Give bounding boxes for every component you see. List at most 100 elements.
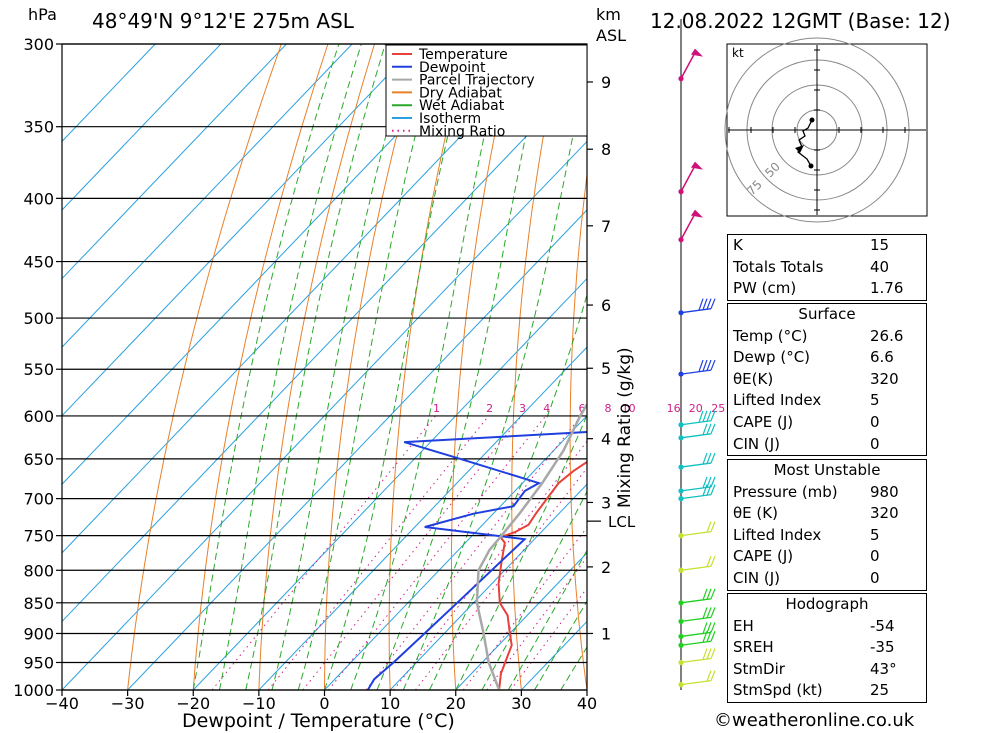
wind-barb [678, 631, 716, 648]
isotherm-line [62, 44, 222, 211]
wind-barb-feather [706, 484, 712, 496]
wind-barb-feather [706, 359, 712, 371]
mixing-ratio-line [393, 440, 587, 690]
wind-barb [678, 209, 703, 243]
mixing-ratio-axis-label: Mixing Ratio (g/kg) [615, 347, 635, 508]
dry-adiabat-line [192, 44, 329, 690]
legend-label: Dewpoint [419, 60, 486, 76]
wet-adiabat-line [219, 44, 362, 690]
legend-label: Isotherm [419, 111, 481, 127]
pressure-tick-label: 500 [23, 309, 54, 328]
wind-barb [678, 588, 716, 606]
wind-barb [678, 423, 716, 441]
wind-barb-staff [680, 640, 712, 646]
wind-barb-feather [706, 521, 712, 533]
wind-barb-feather [698, 298, 704, 311]
wind-barb [678, 161, 703, 195]
hodograph-point [809, 117, 815, 123]
wind-barb-feather [706, 298, 712, 310]
wind-barb [678, 484, 716, 502]
km-label: km [596, 5, 621, 24]
mixing-ratio-label: 25 [711, 402, 725, 415]
pressure-tick-label: 600 [23, 407, 54, 426]
wind-barb-feather [710, 359, 716, 371]
wind-barb-feather [710, 648, 716, 659]
surface-table: Surface Temp (°C) 26.6 Dewp (°C) 6.6 θE(K)… [727, 303, 927, 457]
wind-barb-dot [678, 659, 684, 666]
pressure-tick-label: 1000 [13, 681, 54, 700]
wind-barb-dot [678, 600, 684, 606]
height-axis: 9 8 7 6 5 4 3 2 1 [587, 73, 611, 643]
wind-barb-feather [710, 423, 716, 435]
wind-barb-feather [698, 359, 704, 372]
height-tick-label: 5 [601, 359, 611, 378]
wind-barb-staff [680, 565, 712, 571]
isotherm-line [62, 140, 587, 690]
temperature-tick-label: 30 [511, 694, 531, 713]
wind-profile [678, 19, 716, 690]
isotherm-line [192, 277, 587, 690]
wind-barb-dot [678, 496, 684, 502]
dewpoint-line [366, 431, 587, 690]
temperature-line [497, 460, 587, 690]
wind-barb-feather [710, 556, 716, 567]
wind-barb-staff [680, 598, 712, 604]
wind-barb-feather [710, 622, 716, 633]
hodo-row: EH -54 [733, 616, 895, 635]
wind-barb-feather [706, 631, 712, 642]
wind-barb [678, 476, 716, 494]
mixing-ratio-line [211, 415, 436, 690]
mixing-ratio-label: 2 [486, 402, 493, 415]
wind-barb [678, 48, 703, 82]
asl-label: ASL [596, 26, 626, 45]
wind-barb [678, 452, 716, 470]
pressure-tick-label: 450 [23, 253, 54, 272]
wind-barb-staff [680, 616, 712, 623]
temperature-tick-label: −30 [111, 694, 145, 713]
hodograph-title: Hodograph [785, 595, 869, 613]
wind-barb [678, 556, 716, 573]
wind-barb [678, 359, 716, 377]
mixing-ratio-line [510, 587, 587, 690]
pressure-tick-label: 900 [23, 624, 54, 643]
storm-motion-marker [795, 145, 804, 153]
temperature-tick-label: −40 [45, 694, 79, 713]
wet-adiabat-line [192, 44, 340, 690]
wet-adiabat-line [245, 44, 386, 690]
wind-barb-feather [706, 588, 712, 600]
height-tick-label: 3 [601, 493, 611, 512]
most-unstable-table: Most Unstable Pressure (mb) 980 θE (K) 320… [727, 459, 927, 591]
wind-barb-feather [702, 484, 708, 496]
mixing-ratio-line [328, 415, 547, 690]
surface-row: Dewp (°C) 6.6 [733, 348, 894, 367]
wind-barb-staff [680, 213, 696, 241]
isotherm-line [258, 346, 587, 690]
wind-barb-dot [678, 533, 684, 539]
dry-adiabat-line [324, 44, 422, 690]
wind-barb [678, 521, 716, 539]
wind-barb-dot [678, 464, 684, 470]
legend-label: Parcel Trajectory [419, 73, 535, 89]
wet-adiabat-line [297, 44, 440, 690]
indices-table: K 15 Totals Totals 40 PW (cm) 1.76 [727, 234, 927, 301]
wind-barb-dot [678, 642, 684, 648]
wind-barb-pennant [691, 161, 703, 170]
x-axis-label: Dewpoint / Temperature (°C) [182, 710, 455, 732]
wind-barb-staff [680, 52, 696, 79]
mixing-ratio-label: 3 [519, 402, 526, 415]
wind-barb-staff [680, 433, 712, 439]
surface-title: Surface [798, 305, 856, 323]
wind-barb-dot [678, 237, 684, 243]
mu-row: Lifted Index 5 [733, 525, 880, 544]
wind-barb-feather [710, 588, 716, 600]
wind-barb-staff [680, 530, 712, 537]
copyright-footer[interactable]: ©weatheronline.co.uk [714, 710, 915, 731]
mu-row: Pressure (mb) 980 [733, 482, 899, 501]
wind-barb [678, 298, 716, 316]
mu-row: CAPE (J) 0 [733, 547, 880, 566]
wind-barb-feather [702, 631, 708, 643]
parcel-trajectory-line [475, 402, 587, 690]
wind-barb-feather [702, 359, 708, 372]
wind-barb-feather [706, 648, 712, 660]
